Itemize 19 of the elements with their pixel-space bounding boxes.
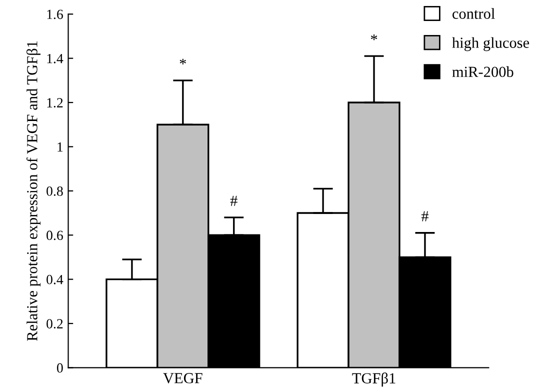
y-tick-label: 1.4 <box>47 54 64 64</box>
y-tick-label: 1.6 <box>47 10 63 20</box>
annotation: * <box>180 58 186 64</box>
y-tick-label: 0.8 <box>46 186 63 196</box>
y-tick-label: 0.4 <box>46 274 64 284</box>
annotation: * <box>370 34 378 40</box>
y-axis-title: Relative protein expression of VEGF and TGFβ1 <box>26 41 40 341</box>
legend-label: high glucose <box>452 37 530 52</box>
y-tick-label: 1.2 <box>47 98 63 108</box>
annotation: # <box>421 211 429 222</box>
annotation: # <box>230 196 238 206</box>
legend-label: control <box>452 8 495 19</box>
y-tick-label: 1 <box>58 142 63 152</box>
x-tick-label: TGFβ1 <box>352 372 396 387</box>
y-tick-label: 0 <box>56 363 63 373</box>
legend-label: miR-200b <box>452 66 514 78</box>
y-tick-label: 0.6 <box>46 230 63 240</box>
x-tick-label: VEGF <box>163 373 202 384</box>
y-tick-label: 0.2 <box>46 319 63 329</box>
